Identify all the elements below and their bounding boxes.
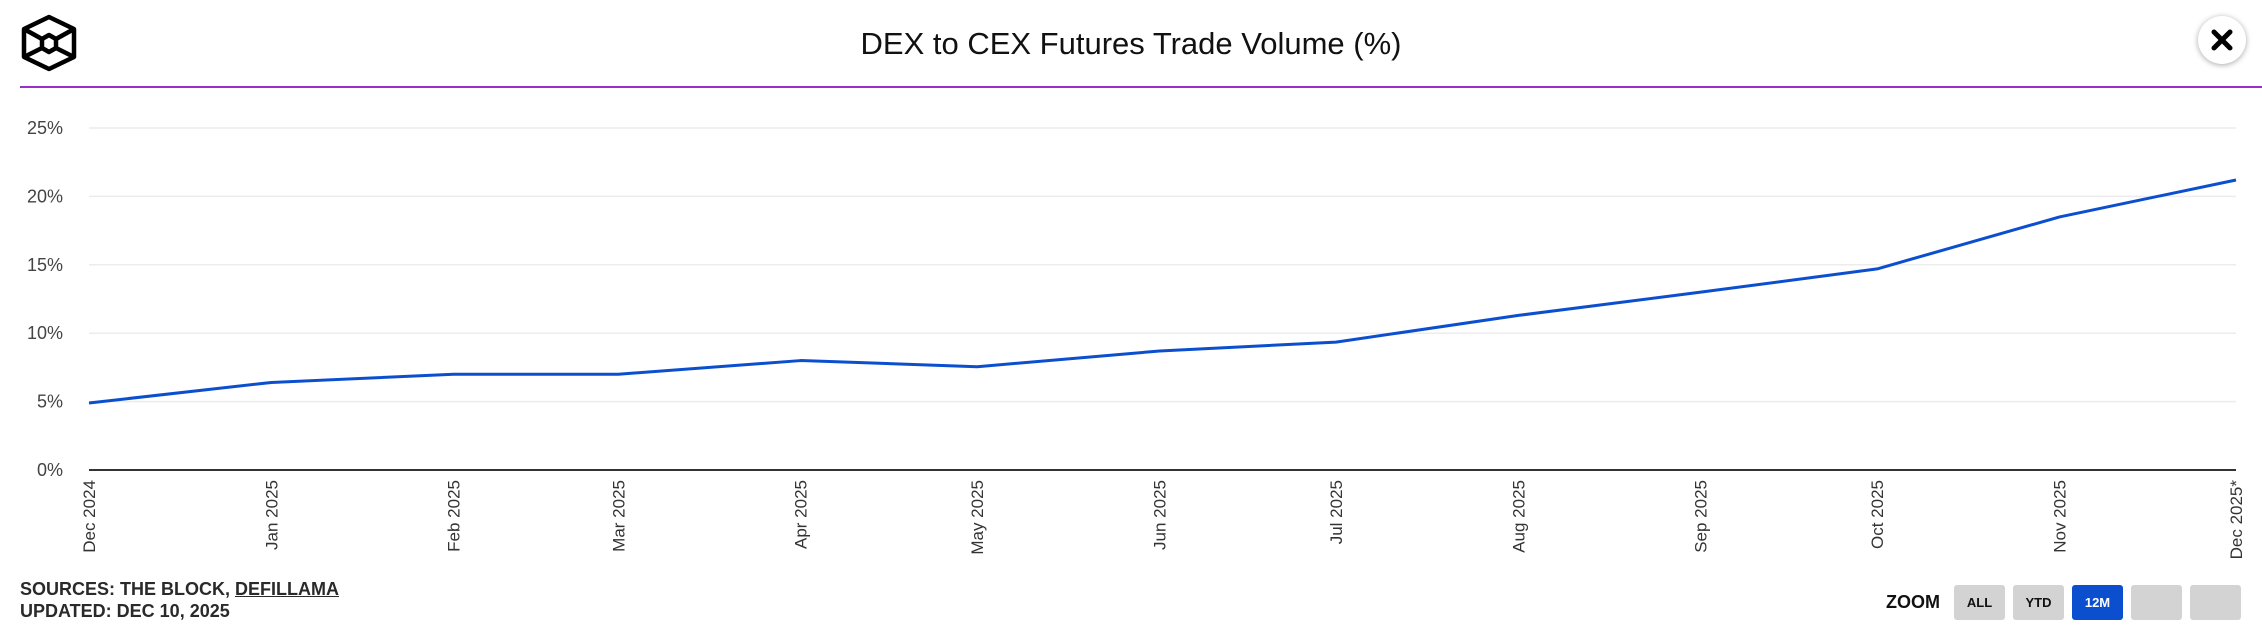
y-tick-label: 0% bbox=[37, 460, 63, 480]
data-point[interactable] bbox=[971, 361, 983, 373]
footer-sources: SOURCES: THE BLOCK, DEFILLAMA UPDATED: D… bbox=[20, 578, 339, 622]
x-tick-label: Feb 2025 bbox=[445, 480, 464, 552]
x-tick-label: Jul 2025 bbox=[1327, 480, 1346, 544]
data-point[interactable] bbox=[2054, 211, 2066, 223]
sources-text: SOURCES: THE BLOCK, bbox=[20, 579, 236, 599]
data-point[interactable] bbox=[1695, 286, 1707, 298]
y-tick-label: 20% bbox=[27, 186, 63, 206]
x-tick-label: Dec 2025* bbox=[2227, 480, 2246, 560]
data-point[interactable] bbox=[1154, 345, 1166, 357]
zoom-12m-button[interactable]: 12M bbox=[2072, 585, 2123, 620]
data-point[interactable] bbox=[448, 368, 460, 380]
x-tick-label: Oct 2025 bbox=[1868, 480, 1887, 549]
header-divider bbox=[20, 86, 2262, 88]
close-x-icon bbox=[2211, 29, 2233, 51]
y-tick-label: 10% bbox=[27, 323, 63, 343]
series-line bbox=[88, 178, 2237, 405]
data-point[interactable] bbox=[1512, 309, 1524, 321]
x-tick-label: Apr 2025 bbox=[792, 480, 811, 549]
data-point[interactable] bbox=[1871, 263, 1883, 275]
hexagon-cube-logo-icon bbox=[21, 14, 77, 72]
zoom-label: ZOOM bbox=[1886, 592, 1940, 612]
line-chart: 0% 5% 10% 15% 20% 25% Dec 2024 Jan 2025 Feb 2025… bbox=[27, 118, 2246, 560]
data-point[interactable] bbox=[612, 368, 624, 380]
x-tick-label: Dec 2024 bbox=[80, 480, 99, 553]
zoom-blank-button-2[interactable] bbox=[2190, 585, 2241, 620]
zoom-controls: ZOOM ALL YTD 12M bbox=[1886, 585, 2249, 620]
data-point[interactable] bbox=[265, 376, 277, 388]
data-point[interactable] bbox=[795, 355, 807, 367]
x-tick-label: Mar 2025 bbox=[609, 480, 628, 552]
zoom-all-button[interactable]: ALL bbox=[1954, 585, 2005, 620]
x-tick-label: May 2025 bbox=[968, 480, 987, 555]
x-tick-label: Aug 2025 bbox=[1509, 480, 1528, 553]
close-button[interactable] bbox=[2198, 16, 2246, 64]
x-tick-label: Sep 2025 bbox=[1692, 480, 1711, 553]
data-point[interactable] bbox=[1330, 336, 1342, 348]
y-tick-label: 5% bbox=[37, 392, 63, 412]
zoom-ytd-button[interactable]: YTD bbox=[2013, 585, 2064, 620]
y-tick-label: 25% bbox=[27, 118, 63, 138]
data-point[interactable] bbox=[2230, 174, 2242, 186]
x-tick-label: Jun 2025 bbox=[1151, 480, 1170, 550]
x-tick-label: Nov 2025 bbox=[2051, 480, 2070, 553]
x-tick-label: Jan 2025 bbox=[262, 480, 281, 550]
chart-title: DEX to CEX Futures Trade Volume (%) bbox=[860, 26, 1402, 61]
updated-text: UPDATED: DEC 10, 2025 bbox=[20, 601, 230, 621]
logo bbox=[20, 13, 78, 73]
y-tick-label: 15% bbox=[27, 255, 63, 275]
zoom-blank-button-1[interactable] bbox=[2131, 585, 2182, 620]
data-point[interactable] bbox=[83, 397, 95, 409]
defillama-link[interactable]: DEFILLAMA bbox=[235, 579, 339, 599]
